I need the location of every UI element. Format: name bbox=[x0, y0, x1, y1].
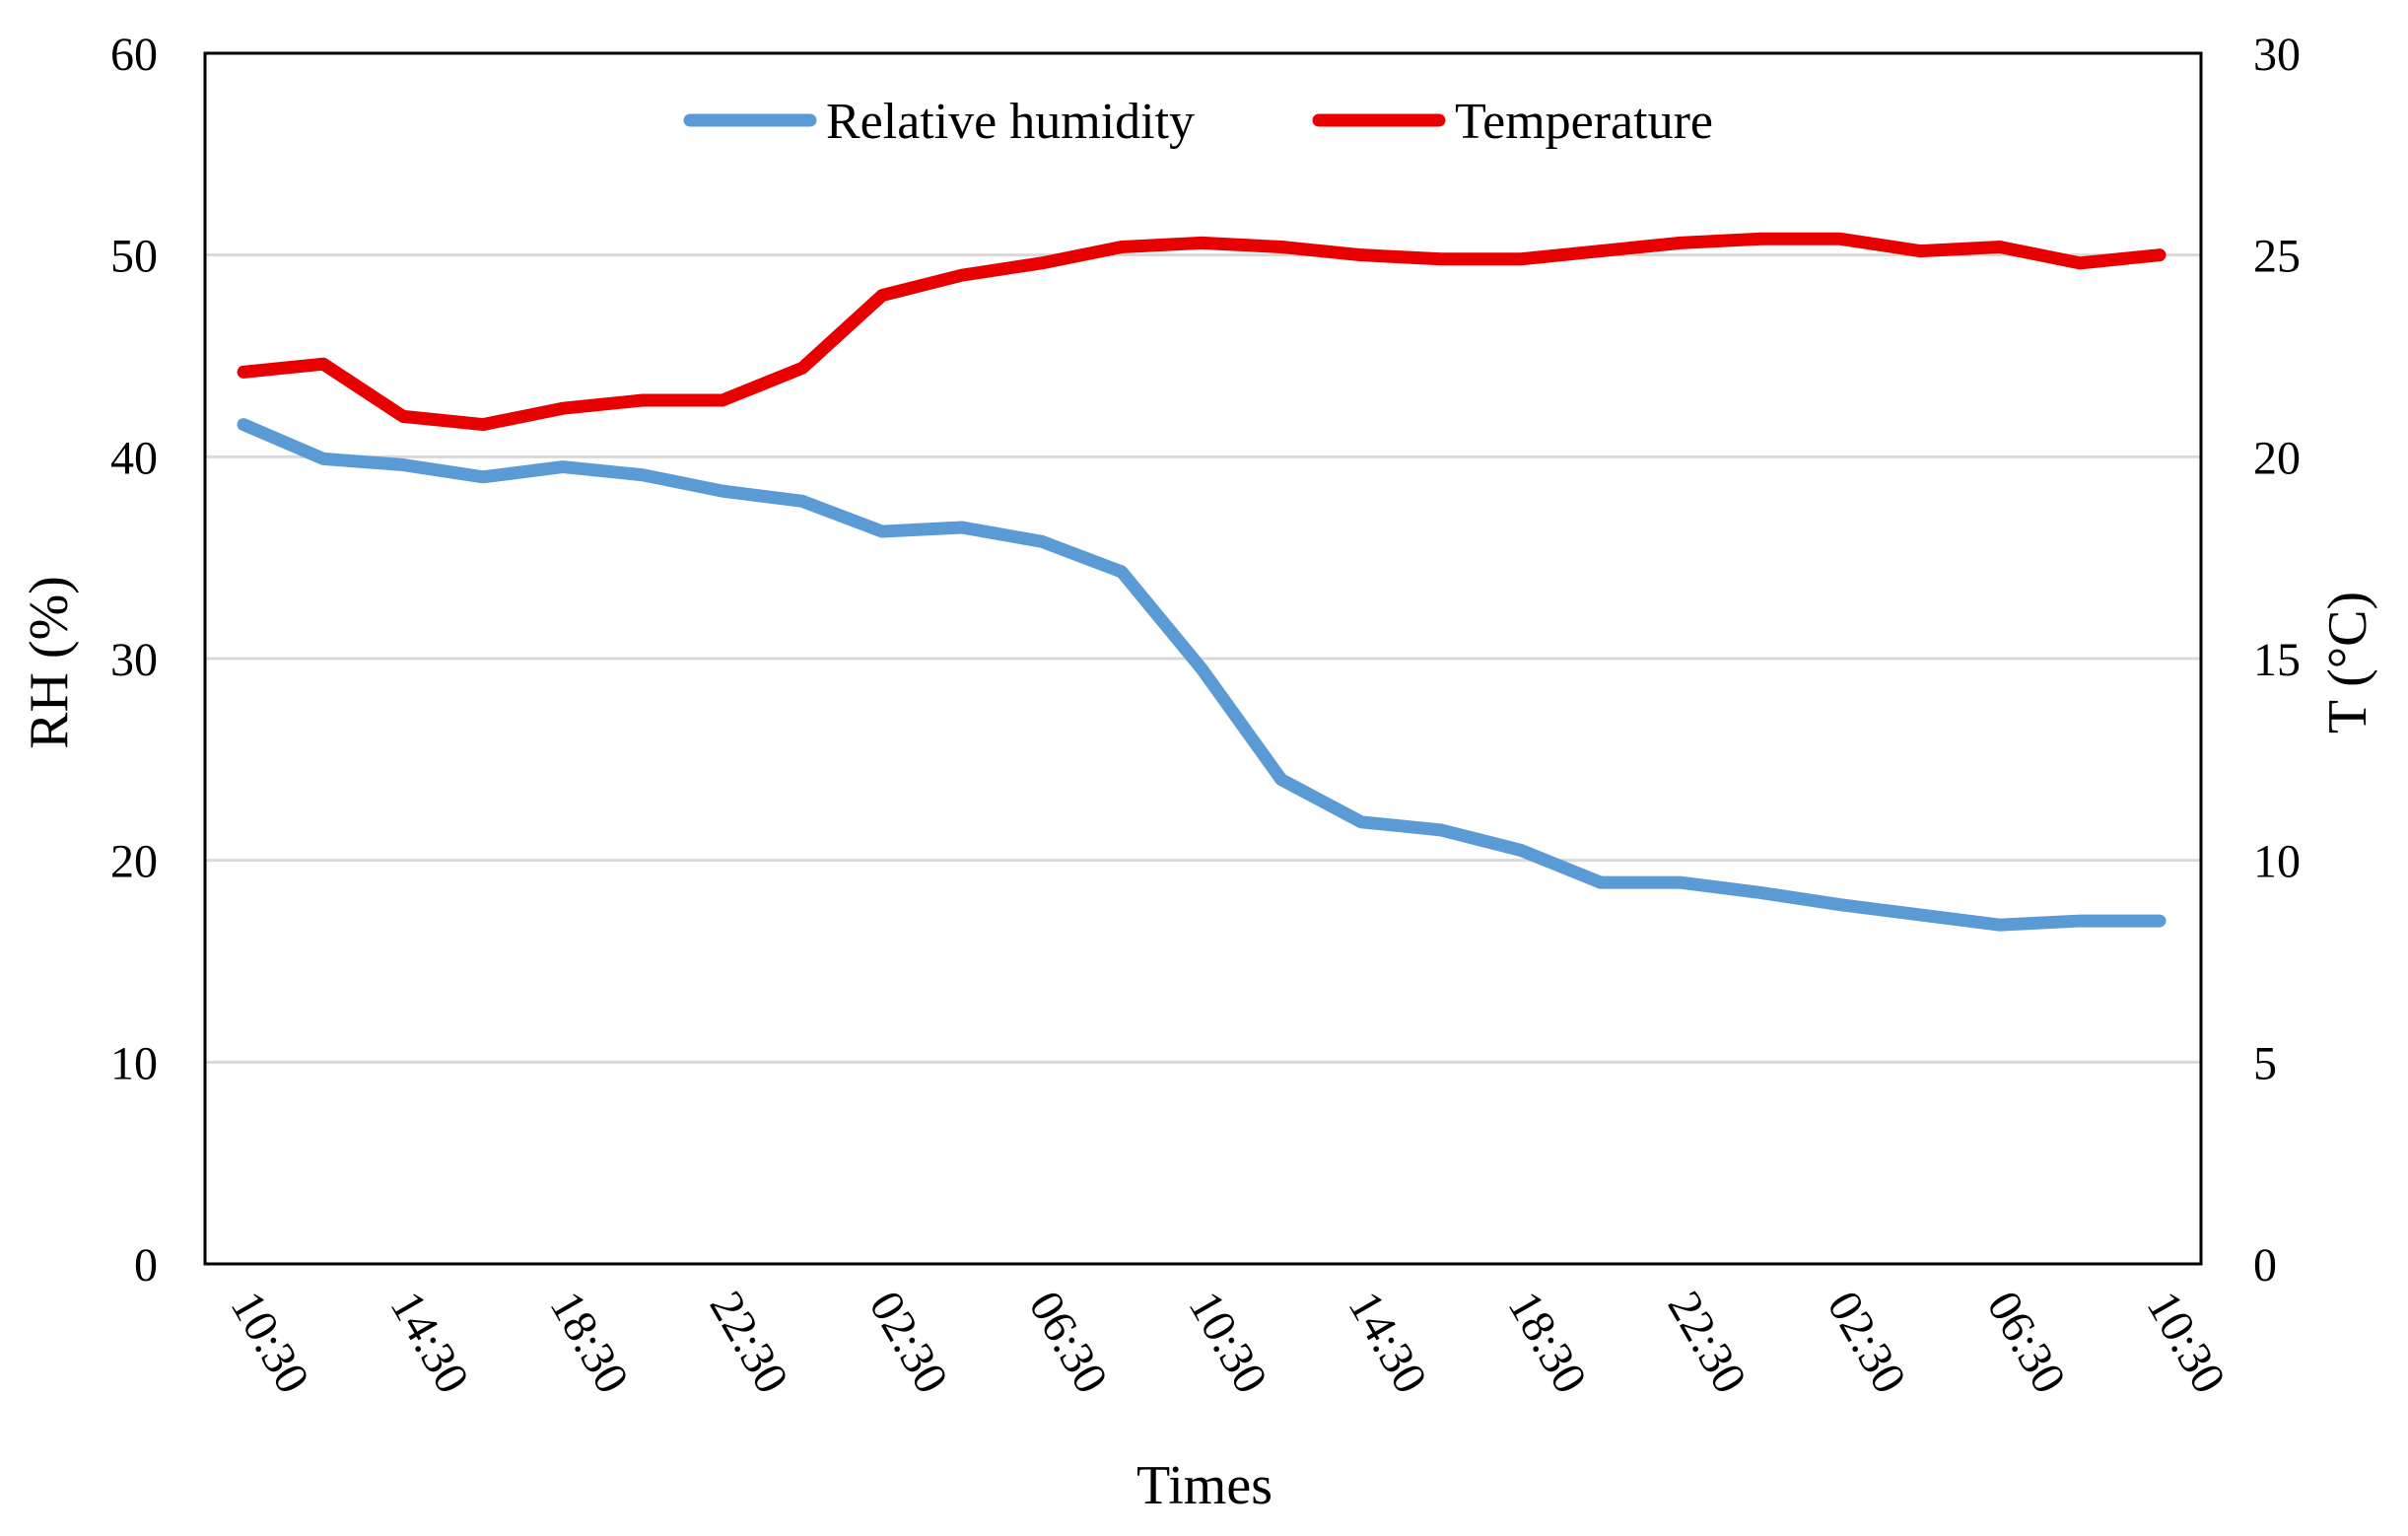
right-y-axis-title: T (°C) bbox=[2317, 592, 2378, 733]
gridlines bbox=[205, 253, 2201, 1064]
plot-area-frame bbox=[203, 51, 2203, 1266]
legend: Relative humidity Temperature bbox=[683, 94, 1713, 150]
y2-tick-label: 20 bbox=[2253, 432, 2301, 484]
y-tick-label: 40 bbox=[110, 432, 158, 484]
y2-tick-label: 0 bbox=[2253, 1239, 2277, 1292]
y2-tick-label: 30 bbox=[2253, 29, 2301, 81]
y-tick-label: 10 bbox=[110, 1037, 158, 1089]
y-tick-label: 0 bbox=[134, 1239, 158, 1292]
series-line-temperature bbox=[237, 232, 2167, 432]
left-y-axis-ticks: 0 10 20 30 40 50 60 bbox=[110, 29, 158, 1292]
left-y-axis-title: RH (%) bbox=[19, 576, 80, 749]
right-y-axis-ticks: 0 5 10 15 20 25 30 bbox=[2253, 29, 2301, 1292]
series-line-relative-humidity bbox=[237, 418, 2167, 932]
series-lines bbox=[237, 232, 2167, 932]
y2-tick-label: 10 bbox=[2253, 836, 2301, 888]
y2-tick-label: 5 bbox=[2253, 1037, 2277, 1089]
y-tick-label: 20 bbox=[110, 836, 158, 888]
legend-label-temperature: Temperature bbox=[1455, 94, 1713, 150]
y2-tick-label: 15 bbox=[2253, 634, 2301, 686]
y-tick-label: 50 bbox=[110, 231, 158, 283]
y-tick-label: 30 bbox=[110, 634, 158, 686]
y2-tick-label: 25 bbox=[2253, 231, 2301, 283]
y-tick-label: 60 bbox=[110, 29, 158, 81]
x-axis-title: Times bbox=[1136, 1455, 1273, 1516]
legend-label-relative-humidity: Relative humidity bbox=[826, 94, 1195, 150]
